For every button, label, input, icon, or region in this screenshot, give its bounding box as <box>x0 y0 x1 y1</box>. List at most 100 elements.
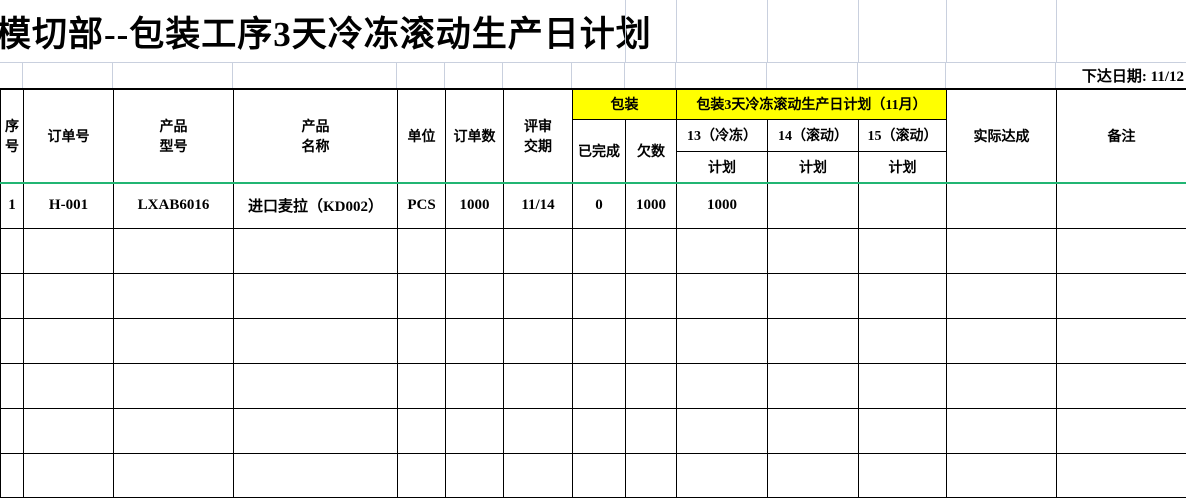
empty-cell[interactable] <box>676 317 768 364</box>
empty-cell[interactable] <box>857 407 948 454</box>
empty-cell[interactable] <box>1056 317 1186 364</box>
empty-cell[interactable] <box>946 227 1058 274</box>
cell-remark[interactable] <box>1056 182 1186 229</box>
empty-cell[interactable] <box>767 452 859 498</box>
empty-cell[interactable] <box>676 272 768 319</box>
empty-cell[interactable] <box>445 227 504 274</box>
issue-date[interactable]: 下达日期: 11/12 <box>1081 69 1184 85</box>
empty-cell[interactable] <box>503 317 573 364</box>
empty-cell[interactable] <box>397 272 446 319</box>
empty-cell[interactable] <box>397 452 446 498</box>
cell-actual[interactable] <box>946 182 1058 229</box>
empty-cell[interactable] <box>1056 0 1186 62</box>
empty-cell[interactable] <box>23 272 114 319</box>
empty-cell[interactable] <box>0 317 24 364</box>
empty-cell[interactable] <box>858 63 946 88</box>
cell-plan-13[interactable]: 1000 <box>676 182 768 229</box>
cell-plan-15[interactable] <box>857 182 948 229</box>
empty-cell[interactable] <box>946 407 1058 454</box>
empty-cell[interactable] <box>445 317 504 364</box>
empty-cell[interactable] <box>767 362 859 409</box>
cell-order-no[interactable]: H-001 <box>23 182 114 229</box>
empty-cell[interactable] <box>23 227 114 274</box>
empty-cell[interactable] <box>857 272 948 319</box>
cell-order-qty[interactable]: 1000 <box>445 182 504 229</box>
empty-cell[interactable] <box>445 362 504 409</box>
empty-cell[interactable] <box>1056 227 1186 274</box>
empty-cell[interactable] <box>445 452 504 498</box>
empty-cell[interactable] <box>233 362 398 409</box>
empty-cell[interactable] <box>676 0 767 62</box>
empty-cell[interactable] <box>625 63 676 88</box>
empty-cell[interactable] <box>233 63 397 88</box>
empty-cell[interactable] <box>1056 362 1186 409</box>
empty-cell[interactable] <box>233 272 398 319</box>
empty-cell[interactable] <box>625 407 677 454</box>
cell-seq[interactable]: 1 <box>0 182 24 229</box>
empty-cell[interactable] <box>1056 452 1186 498</box>
empty-cell[interactable] <box>676 63 767 88</box>
empty-cell[interactable] <box>625 362 677 409</box>
cell-unit[interactable]: PCS <box>397 182 446 229</box>
empty-cell[interactable] <box>572 362 626 409</box>
empty-cell[interactable] <box>0 452 24 498</box>
empty-cell[interactable] <box>676 407 768 454</box>
empty-cell[interactable] <box>946 317 1058 364</box>
empty-cell[interactable] <box>857 362 948 409</box>
empty-cell[interactable] <box>503 407 573 454</box>
cell-review-due[interactable]: 11/14 <box>503 182 573 229</box>
empty-cell[interactable] <box>397 407 446 454</box>
empty-cell[interactable] <box>572 272 626 319</box>
empty-cell[interactable] <box>397 362 446 409</box>
empty-cell[interactable] <box>113 317 234 364</box>
empty-cell[interactable] <box>0 407 24 454</box>
empty-cell[interactable] <box>233 317 398 364</box>
empty-cell[interactable] <box>445 63 503 88</box>
cell-plan-14[interactable] <box>767 182 859 229</box>
empty-cell[interactable] <box>767 63 858 88</box>
empty-cell[interactable] <box>113 63 233 88</box>
empty-cell[interactable] <box>857 452 948 498</box>
empty-cell[interactable] <box>0 362 24 409</box>
empty-cell[interactable] <box>445 272 504 319</box>
empty-cell[interactable] <box>23 452 114 498</box>
empty-cell[interactable] <box>233 227 398 274</box>
empty-cell[interactable] <box>572 63 625 88</box>
empty-cell[interactable] <box>233 452 398 498</box>
empty-cell[interactable] <box>572 407 626 454</box>
empty-cell[interactable] <box>572 317 626 364</box>
empty-cell[interactable] <box>946 63 1056 88</box>
empty-cell[interactable] <box>767 272 859 319</box>
empty-cell[interactable] <box>625 272 677 319</box>
empty-cell[interactable] <box>946 452 1058 498</box>
empty-cell[interactable] <box>676 452 768 498</box>
empty-cell[interactable] <box>767 227 859 274</box>
empty-cell[interactable] <box>946 0 1056 62</box>
empty-cell[interactable] <box>503 362 573 409</box>
empty-cell[interactable] <box>113 452 234 498</box>
empty-cell[interactable] <box>625 227 677 274</box>
empty-cell[interactable] <box>676 227 768 274</box>
empty-cell[interactable] <box>503 227 573 274</box>
empty-cell[interactable] <box>397 63 445 88</box>
cell-shortage[interactable]: 1000 <box>625 182 677 229</box>
empty-cell[interactable] <box>946 272 1058 319</box>
empty-cell[interactable] <box>397 317 446 364</box>
empty-cell[interactable] <box>676 362 768 409</box>
cell-name[interactable]: 进口麦拉（KD002） <box>233 182 398 229</box>
empty-cell[interactable] <box>113 407 234 454</box>
empty-cell[interactable] <box>113 272 234 319</box>
empty-cell[interactable] <box>625 0 676 62</box>
empty-cell[interactable] <box>503 272 573 319</box>
empty-cell[interactable] <box>23 407 114 454</box>
empty-cell[interactable] <box>767 317 859 364</box>
empty-cell[interactable] <box>857 317 948 364</box>
empty-cell[interactable] <box>0 227 24 274</box>
empty-cell[interactable] <box>625 317 677 364</box>
empty-cell[interactable] <box>767 407 859 454</box>
empty-cell[interactable] <box>572 227 626 274</box>
empty-cell[interactable] <box>0 272 24 319</box>
empty-cell[interactable] <box>946 362 1058 409</box>
empty-cell[interactable] <box>857 227 948 274</box>
empty-cell[interactable] <box>503 452 573 498</box>
